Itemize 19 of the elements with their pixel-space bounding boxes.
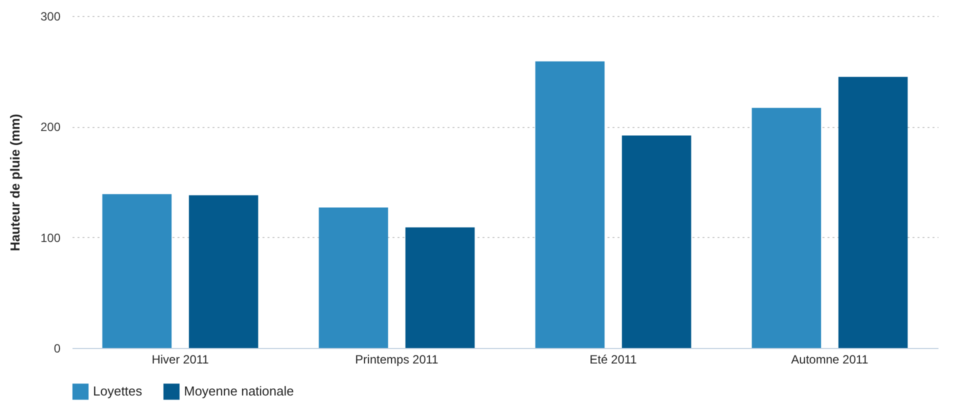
bar (752, 108, 822, 348)
y-axis-title: Hauteur de pluie (mm) (7, 114, 22, 252)
legend-label: Loyettes (93, 384, 143, 399)
x-tick-label: Eté 2011 (590, 352, 638, 366)
bar (188, 195, 258, 348)
y-tick-label: 0 (54, 342, 61, 356)
bar (838, 76, 908, 348)
bar (535, 61, 605, 348)
x-tick-label: Automne 2011 (791, 352, 869, 366)
y-tick-label: 300 (40, 10, 61, 24)
bar (405, 227, 475, 348)
bar (318, 207, 388, 348)
y-tick-label: 100 (40, 230, 61, 245)
bar (622, 136, 692, 348)
x-tick-label: Printemps 2011 (355, 352, 439, 366)
legend-label: Moyenne nationale (184, 384, 294, 399)
x-tick-label: Hiver 2011 (152, 352, 210, 366)
y-tick-label: 200 (40, 120, 61, 134)
bar (102, 194, 172, 348)
